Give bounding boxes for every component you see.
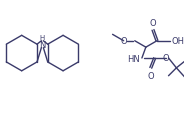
Text: H: H xyxy=(40,35,45,41)
Text: HN: HN xyxy=(127,55,140,64)
Text: O: O xyxy=(120,37,127,46)
Text: O: O xyxy=(148,71,154,80)
Text: OH: OH xyxy=(172,37,185,46)
Text: O: O xyxy=(150,19,156,28)
Text: O: O xyxy=(162,54,169,63)
Text: N: N xyxy=(39,40,46,49)
